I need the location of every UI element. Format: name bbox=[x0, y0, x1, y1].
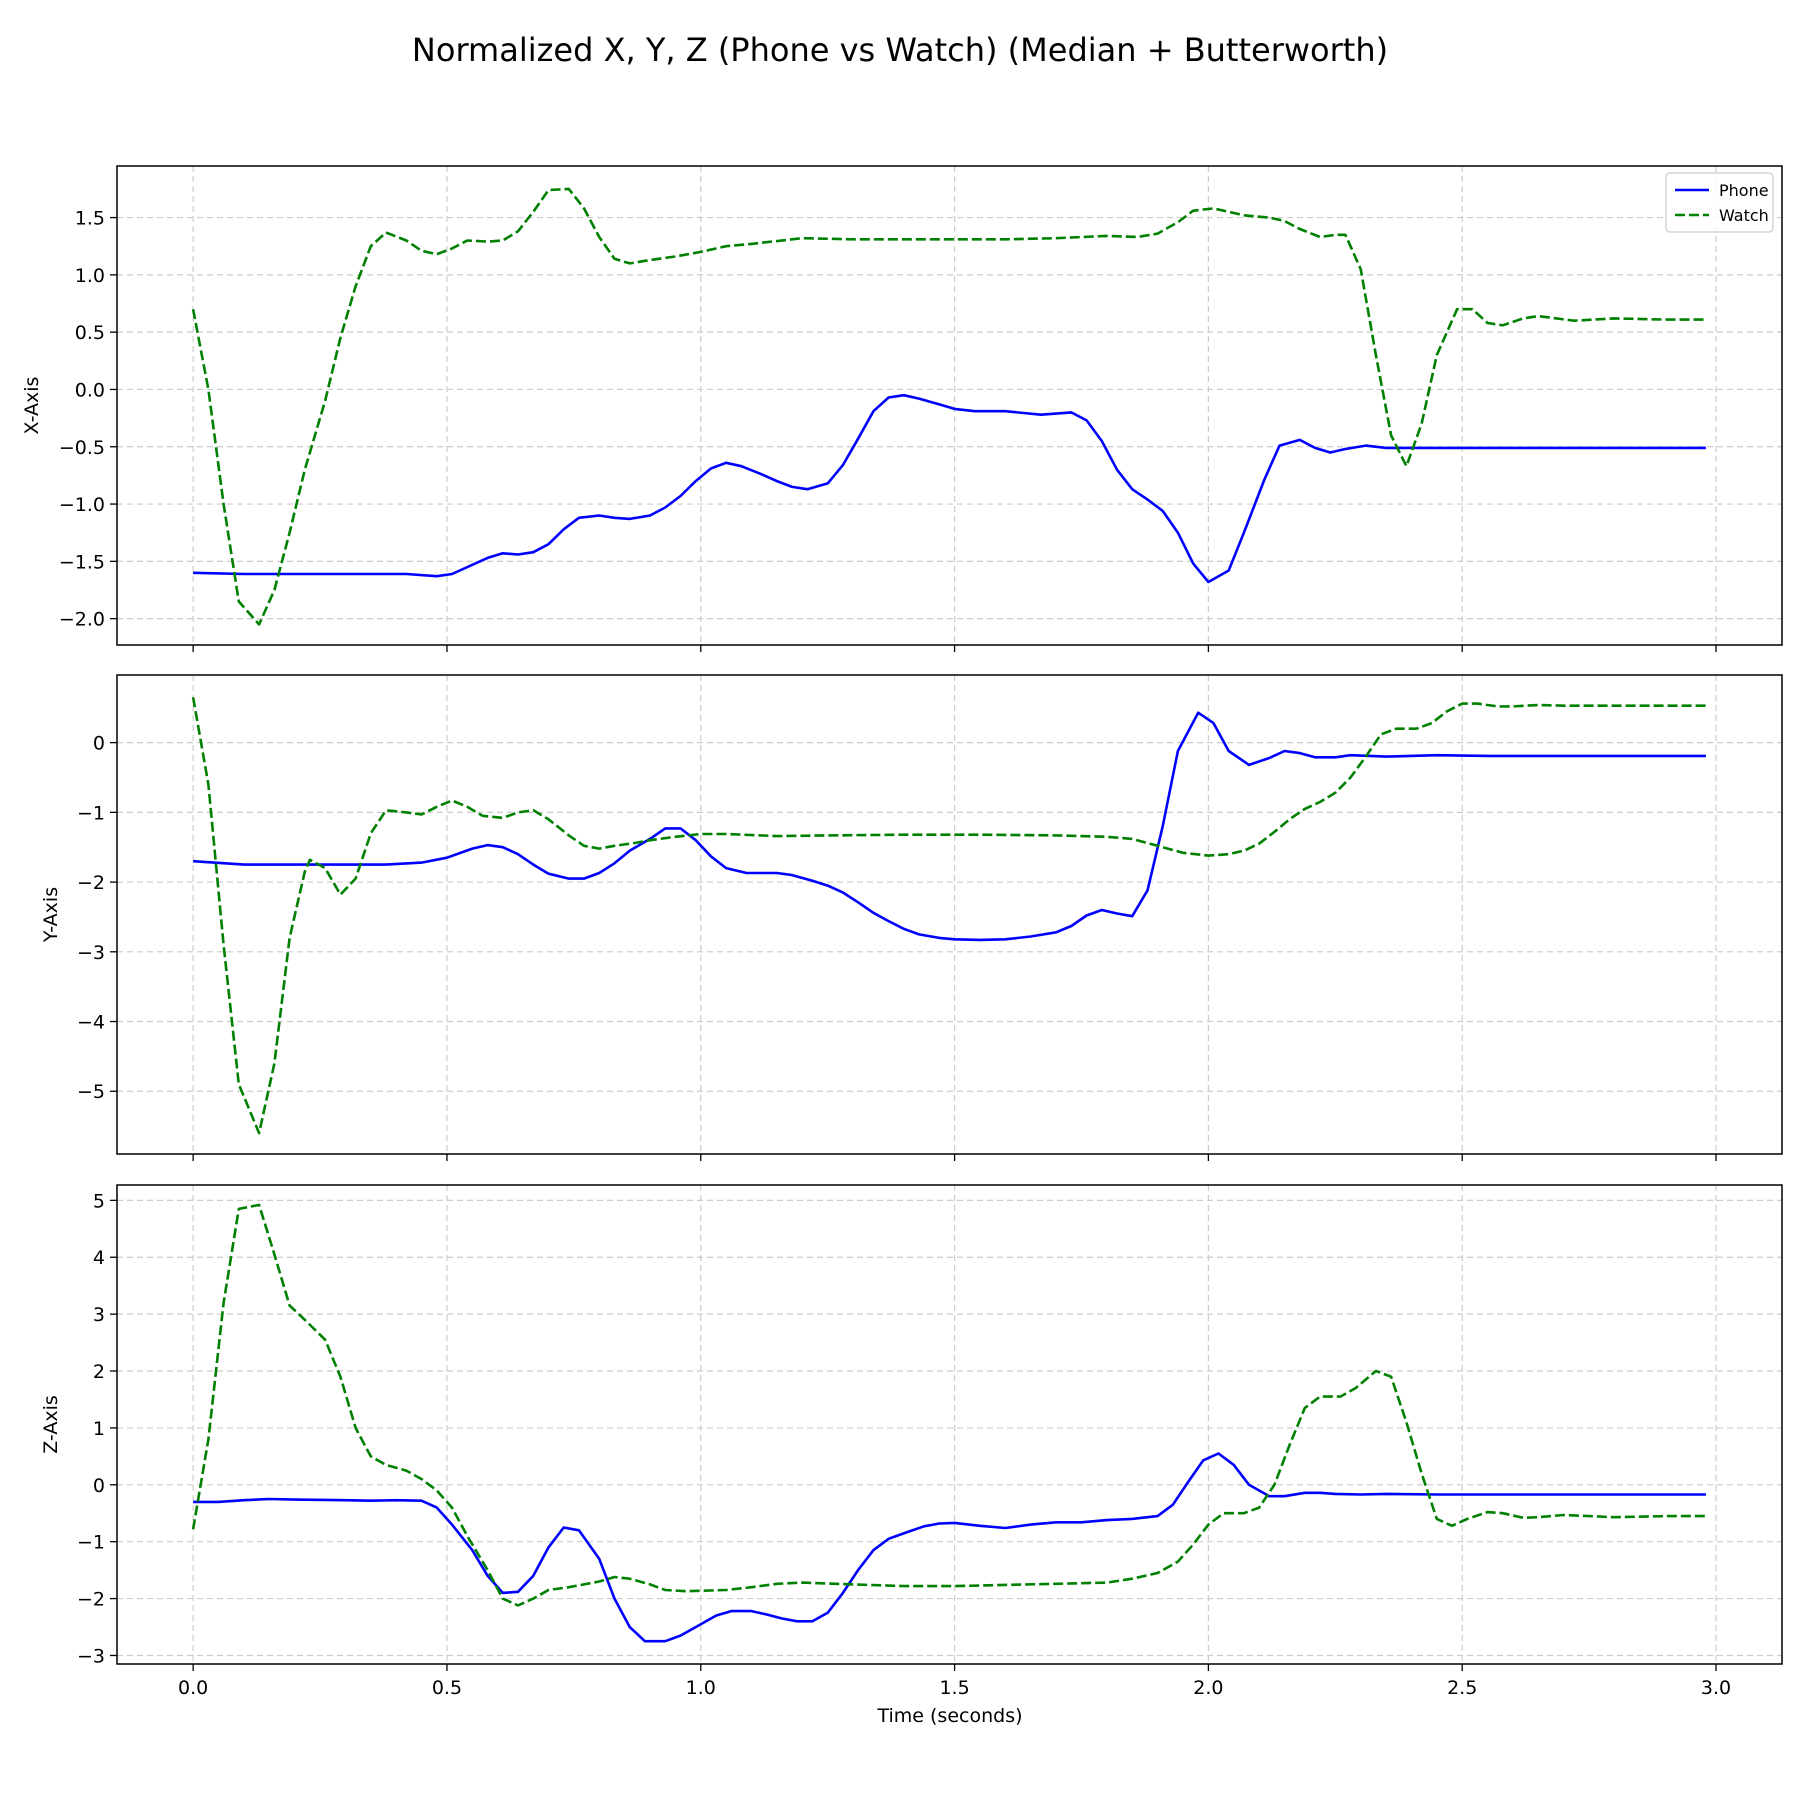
y-tick-label: −1 bbox=[77, 802, 105, 824]
legend-label-watch: Watch bbox=[1719, 206, 1769, 225]
y-tick-label: 0 bbox=[93, 733, 105, 755]
axes-frame bbox=[116, 674, 1783, 1155]
x-tick-label: 3.0 bbox=[1701, 1677, 1731, 1699]
y-tick-label: 1.0 bbox=[75, 265, 105, 287]
y-tick-label: 4 bbox=[93, 1247, 105, 1269]
y-tick-label: 1 bbox=[93, 1418, 105, 1440]
y-axis-label: Y-Axis bbox=[40, 887, 62, 943]
series-line-watch bbox=[191, 1203, 1706, 1607]
legend-box bbox=[1665, 172, 1774, 233]
subplots: −2.0 −1.5 −1.0 −0.5 0.0 0.5 1.0 1.5 X-Axis Phone W… bbox=[21, 165, 1783, 1699]
y-tick-label: 0.0 bbox=[75, 379, 105, 401]
x-tick-label: 2.5 bbox=[1447, 1677, 1477, 1699]
y-axis-label: Z-Axis bbox=[40, 1395, 62, 1454]
y-tick-label: 0.5 bbox=[75, 322, 105, 344]
y-axis-label: X-Axis bbox=[21, 377, 43, 435]
chart-title: Normalized X, Y, Z (Phone vs Watch) (Med… bbox=[412, 31, 1388, 69]
y-tick-label: 3 bbox=[93, 1304, 105, 1326]
y-tick-label: −5 bbox=[77, 1081, 105, 1103]
x-tick-label: 1.0 bbox=[686, 1677, 716, 1699]
axes-frame bbox=[116, 1184, 1783, 1665]
y-tick-label: −3 bbox=[77, 1645, 105, 1667]
series-line-watch bbox=[191, 187, 1706, 626]
series-line-phone bbox=[193, 393, 1706, 584]
y-tick-label: −2 bbox=[77, 1589, 105, 1611]
y-tick-label: −2 bbox=[77, 872, 105, 894]
x-tick-label: 0.0 bbox=[178, 1677, 208, 1699]
y-tick-label: −1 bbox=[77, 1532, 105, 1554]
series-line-phone bbox=[193, 1452, 1706, 1643]
series-line-watch bbox=[191, 697, 1706, 1135]
x-tick-label: 1.5 bbox=[939, 1677, 969, 1699]
y-tick-label: −1.0 bbox=[59, 494, 105, 516]
legend: Phone Watch bbox=[1665, 172, 1774, 233]
y-tick-label: 5 bbox=[93, 1190, 105, 1212]
x-axis-label: Time (seconds) bbox=[876, 1705, 1022, 1727]
x-tick-label: 2.0 bbox=[1193, 1677, 1223, 1699]
y-tick-label: −3 bbox=[77, 942, 105, 964]
subplot-1: −2.0 −1.5 −1.0 −0.5 0.0 0.5 1.0 1.5 X-Axis Phone W… bbox=[21, 165, 1783, 652]
y-tick-label: −4 bbox=[77, 1012, 105, 1034]
subplot-3: 0.0 0.5 1.0 1.5 2.0 2.5 3.0 −3 −2 −1 0 1 2 3 4 5 Z-Axis bbox=[40, 1184, 1783, 1699]
series-line-phone bbox=[193, 711, 1706, 942]
y-tick-label: 2 bbox=[93, 1361, 105, 1383]
y-tick-label: 0 bbox=[93, 1475, 105, 1497]
y-tick-label: 1.5 bbox=[75, 208, 105, 230]
legend-label-phone: Phone bbox=[1719, 181, 1769, 200]
y-tick-label: −1.5 bbox=[59, 551, 105, 573]
subplot-2: −5 −4 −3 −2 −1 0 Y-Axis bbox=[40, 674, 1783, 1161]
x-tick-label: 0.5 bbox=[432, 1677, 462, 1699]
y-tick-label: −2.0 bbox=[59, 609, 105, 631]
axes-frame bbox=[116, 165, 1783, 646]
y-tick-label: −0.5 bbox=[59, 437, 105, 459]
